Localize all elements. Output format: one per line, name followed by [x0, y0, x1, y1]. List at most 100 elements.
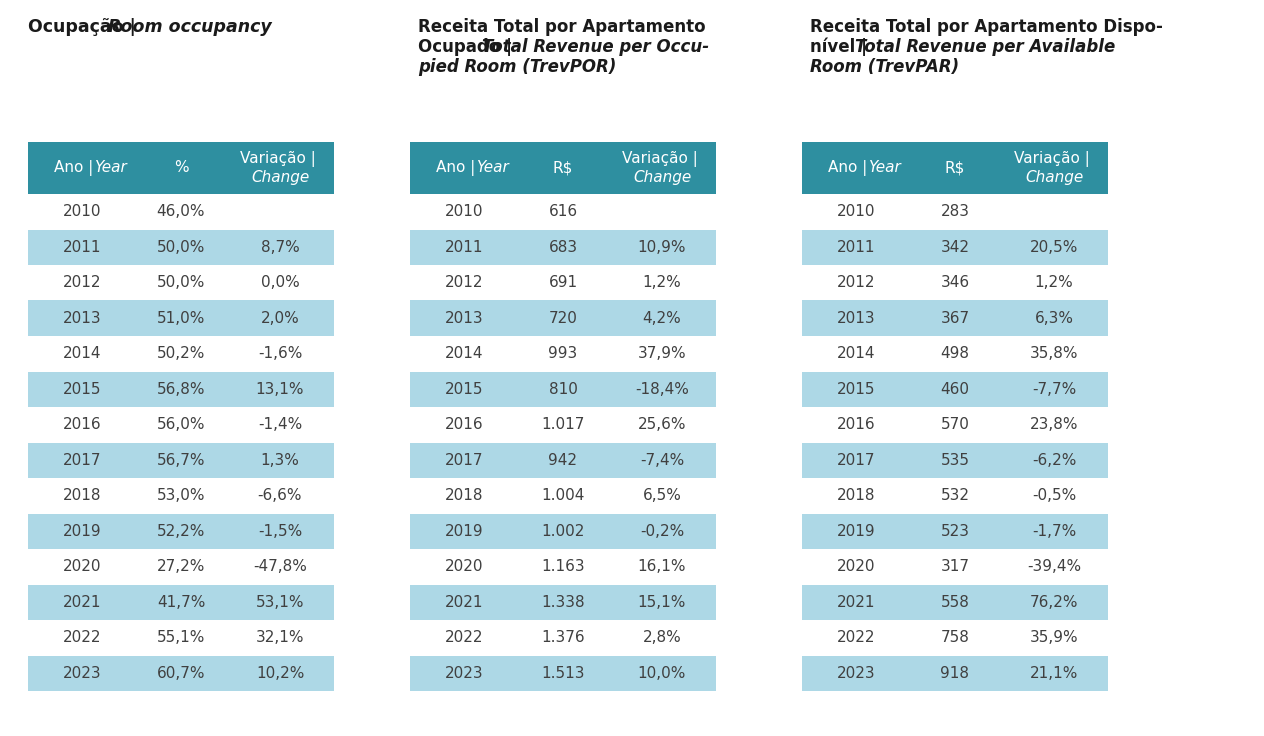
Text: 35,9%: 35,9%: [1030, 630, 1078, 645]
Text: 51,0%: 51,0%: [157, 311, 205, 326]
Bar: [801, 620, 1109, 656]
Text: 2012: 2012: [63, 275, 101, 290]
Text: 810: 810: [549, 382, 578, 397]
Bar: [28, 620, 334, 656]
Text: -1,5%: -1,5%: [258, 524, 302, 539]
Bar: [28, 230, 334, 265]
Text: -6,2%: -6,2%: [1031, 453, 1076, 468]
Text: 558: 558: [940, 595, 969, 609]
Text: 1,2%: 1,2%: [1035, 275, 1073, 290]
Text: 2011: 2011: [445, 240, 483, 255]
Text: -39,4%: -39,4%: [1026, 559, 1081, 574]
Text: %: %: [173, 160, 188, 175]
Text: 570: 570: [940, 417, 969, 432]
Text: 2023: 2023: [837, 666, 875, 681]
Text: 52,2%: 52,2%: [157, 524, 205, 539]
Bar: [28, 336, 334, 372]
Text: 367: 367: [940, 311, 969, 326]
Text: 56,7%: 56,7%: [157, 453, 205, 468]
Text: 1.513: 1.513: [541, 666, 585, 681]
Bar: [28, 265, 334, 300]
Text: Ano |: Ano |: [54, 160, 99, 176]
Text: 2015: 2015: [445, 382, 483, 397]
Text: 2012: 2012: [445, 275, 483, 290]
Bar: [801, 549, 1109, 584]
Bar: [410, 372, 715, 407]
Text: 993: 993: [549, 346, 578, 361]
Bar: [801, 442, 1109, 478]
Bar: [28, 194, 334, 230]
Text: 50,0%: 50,0%: [157, 275, 205, 290]
Text: 317: 317: [940, 559, 969, 574]
Text: 46,0%: 46,0%: [157, 205, 205, 219]
Text: 10,0%: 10,0%: [638, 666, 686, 681]
Text: 2011: 2011: [63, 240, 101, 255]
Text: -1,6%: -1,6%: [258, 346, 302, 361]
Text: 2023: 2023: [445, 666, 483, 681]
Bar: [410, 620, 715, 656]
Text: -18,4%: -18,4%: [635, 382, 689, 397]
Text: 76,2%: 76,2%: [1030, 595, 1078, 609]
Text: 2018: 2018: [63, 488, 101, 503]
Text: Variação |: Variação |: [240, 151, 320, 167]
Text: 41,7%: 41,7%: [157, 595, 205, 609]
Text: 27,2%: 27,2%: [157, 559, 205, 574]
Text: 2016: 2016: [837, 417, 875, 432]
Text: 2022: 2022: [63, 630, 101, 645]
Text: 1,3%: 1,3%: [260, 453, 300, 468]
Text: 2016: 2016: [445, 417, 483, 432]
Bar: [28, 300, 334, 336]
Text: R$: R$: [944, 160, 966, 175]
Text: 2020: 2020: [445, 559, 483, 574]
Text: 942: 942: [549, 453, 578, 468]
Text: 691: 691: [549, 275, 578, 290]
Bar: [28, 656, 334, 691]
Text: 2015: 2015: [837, 382, 875, 397]
Text: 1.004: 1.004: [541, 488, 585, 503]
Bar: [410, 230, 715, 265]
Text: 720: 720: [549, 311, 578, 326]
Text: 2016: 2016: [63, 417, 101, 432]
Bar: [410, 265, 715, 300]
Text: 532: 532: [940, 488, 969, 503]
Text: 10,9%: 10,9%: [638, 240, 686, 255]
Bar: [801, 656, 1109, 691]
Text: 56,0%: 56,0%: [157, 417, 205, 432]
Bar: [801, 372, 1109, 407]
Text: -7,4%: -7,4%: [640, 453, 684, 468]
Text: 460: 460: [940, 382, 969, 397]
Text: Ano |: Ano |: [436, 160, 480, 176]
Text: 283: 283: [940, 205, 969, 219]
Text: 2,0%: 2,0%: [260, 311, 300, 326]
Text: 2019: 2019: [63, 524, 101, 539]
Text: 1.338: 1.338: [541, 595, 585, 609]
Text: 6,3%: 6,3%: [1034, 311, 1073, 326]
Text: 2017: 2017: [837, 453, 875, 468]
Text: 1.017: 1.017: [541, 417, 585, 432]
Text: 535: 535: [940, 453, 969, 468]
Text: 2021: 2021: [63, 595, 101, 609]
Text: Total Revenue per Occu-: Total Revenue per Occu-: [482, 38, 709, 56]
Text: -7,7%: -7,7%: [1031, 382, 1076, 397]
Text: 2018: 2018: [837, 488, 875, 503]
Text: 683: 683: [549, 240, 578, 255]
Text: 1,2%: 1,2%: [642, 275, 681, 290]
Text: 342: 342: [940, 240, 969, 255]
Text: 2013: 2013: [837, 311, 875, 326]
Text: 2015: 2015: [63, 382, 101, 397]
Bar: [28, 407, 334, 442]
Bar: [28, 142, 334, 194]
Text: 2014: 2014: [837, 346, 875, 361]
Text: 6,5%: 6,5%: [642, 488, 681, 503]
Text: 2017: 2017: [63, 453, 101, 468]
Text: Year: Year: [868, 160, 901, 175]
Bar: [801, 142, 1109, 194]
Text: Ano |: Ano |: [828, 160, 872, 176]
Text: 2014: 2014: [63, 346, 101, 361]
Text: 2020: 2020: [63, 559, 101, 574]
Bar: [410, 336, 715, 372]
Text: 20,5%: 20,5%: [1030, 240, 1078, 255]
Text: 35,8%: 35,8%: [1030, 346, 1078, 361]
Text: 2020: 2020: [837, 559, 875, 574]
Text: -0,2%: -0,2%: [640, 524, 684, 539]
